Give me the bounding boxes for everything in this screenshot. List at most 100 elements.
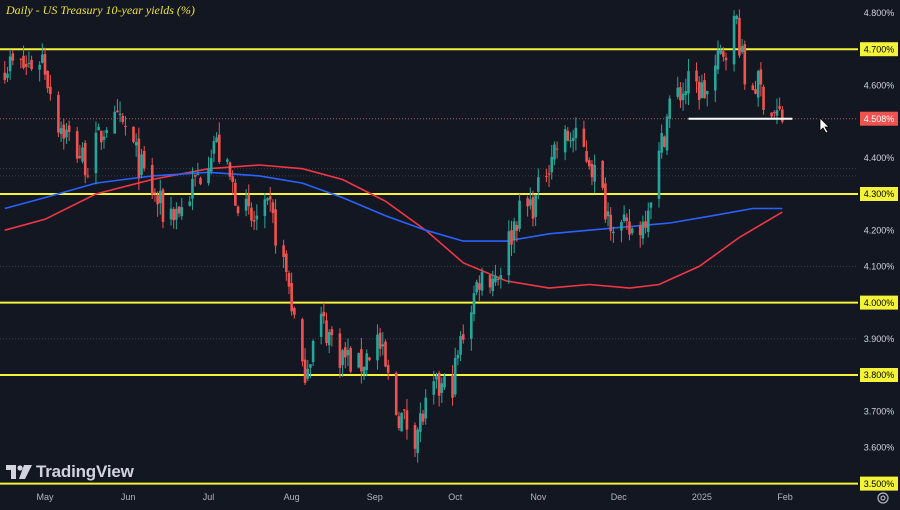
level-tag-label: 3.800% (864, 370, 895, 380)
candle-body (722, 51, 725, 57)
candle-body (381, 344, 385, 347)
candle-body (735, 15, 739, 20)
candle-body (593, 164, 596, 182)
candle-body (555, 148, 559, 150)
candle-body (697, 81, 701, 100)
candle-body (268, 196, 272, 200)
candle-body (386, 365, 390, 373)
candle-body (687, 71, 690, 94)
candle-body (255, 215, 259, 220)
candle-body (432, 381, 436, 395)
candle-body (226, 159, 229, 162)
candle-body (161, 189, 165, 222)
candle-body (754, 89, 757, 94)
candle-body (563, 129, 567, 153)
candle-body (118, 113, 122, 116)
candle-body (772, 112, 776, 114)
candle-body (545, 175, 548, 177)
candle-body (499, 275, 503, 280)
candle-body (531, 197, 535, 219)
candle-body (719, 49, 722, 54)
candle-body (478, 283, 481, 290)
candle-body (378, 332, 382, 349)
candle-body (394, 372, 398, 415)
level-tag (860, 42, 898, 57)
candle-body (349, 348, 352, 372)
candle-body (293, 307, 296, 315)
candle-body (732, 15, 736, 65)
candle-body (368, 357, 371, 361)
candle-body (67, 125, 71, 132)
candle-body (660, 133, 663, 153)
candle-body (585, 151, 588, 162)
candle-body (738, 17, 741, 56)
candle-body (140, 154, 143, 176)
y-tick-label: 4.400% (864, 153, 895, 163)
y-tick-label: 4.200% (864, 225, 895, 235)
candle-body (751, 85, 755, 91)
candle-body (443, 376, 446, 388)
candle-body (628, 221, 631, 235)
candle-body (24, 64, 28, 67)
candle-body (341, 350, 344, 366)
candle-body (515, 224, 519, 231)
candle-body (528, 199, 532, 206)
candlesticks (3, 9, 784, 463)
candle-body (188, 201, 192, 206)
x-tick-label: Aug (284, 492, 300, 502)
candle-body (705, 90, 709, 95)
candle-body (641, 221, 645, 239)
candle-body (566, 130, 570, 141)
candle-body (199, 177, 202, 185)
candle-body (234, 182, 237, 206)
candle-body (41, 54, 44, 63)
candle-body (30, 59, 33, 70)
candle-body (193, 174, 197, 177)
candle-body (743, 44, 747, 85)
candle-body (413, 425, 417, 449)
candle-body (263, 199, 267, 217)
candle-body (81, 147, 84, 162)
candle-body (397, 416, 401, 429)
candle-body (306, 368, 310, 379)
candle-body (649, 202, 653, 208)
tradingview-logo-icon (6, 465, 32, 479)
candle-body (456, 354, 460, 359)
candle-body (663, 136, 666, 147)
settings-gear-icon[interactable] (876, 491, 890, 505)
candle-body (534, 194, 537, 218)
horizontal-level-lines: 4.700% 4.300% 4.000% 3.800% 3.500% (0, 42, 898, 491)
candle-body (46, 70, 49, 89)
candle-body (365, 353, 369, 370)
candle-body (553, 144, 556, 160)
y-tick-label: 3.900% (864, 334, 895, 344)
candle-body (518, 200, 521, 229)
candle-body (236, 206, 240, 214)
candle-body (311, 340, 315, 362)
candle-body (620, 221, 623, 231)
candle-body (778, 106, 781, 109)
candle-body (451, 375, 454, 398)
candle-body (196, 174, 200, 176)
candle-body (657, 150, 661, 199)
candle-body (22, 55, 25, 68)
candle-body (488, 275, 492, 288)
candle-body (65, 129, 68, 138)
candle-body (638, 225, 642, 236)
candle-body (303, 359, 307, 383)
candle-body (319, 313, 323, 337)
candle-body (327, 332, 331, 346)
x-tick-label: 2025 (692, 492, 712, 502)
candle-body (461, 334, 465, 340)
candle-body (142, 150, 146, 169)
candle-body (646, 210, 650, 232)
candle-body (212, 141, 216, 154)
candle-body (175, 208, 178, 220)
x-tick-label: Nov (530, 492, 547, 502)
candle-body (357, 353, 360, 368)
candle-body (8, 56, 12, 72)
candle-body (472, 293, 476, 315)
candle-body (290, 283, 293, 312)
